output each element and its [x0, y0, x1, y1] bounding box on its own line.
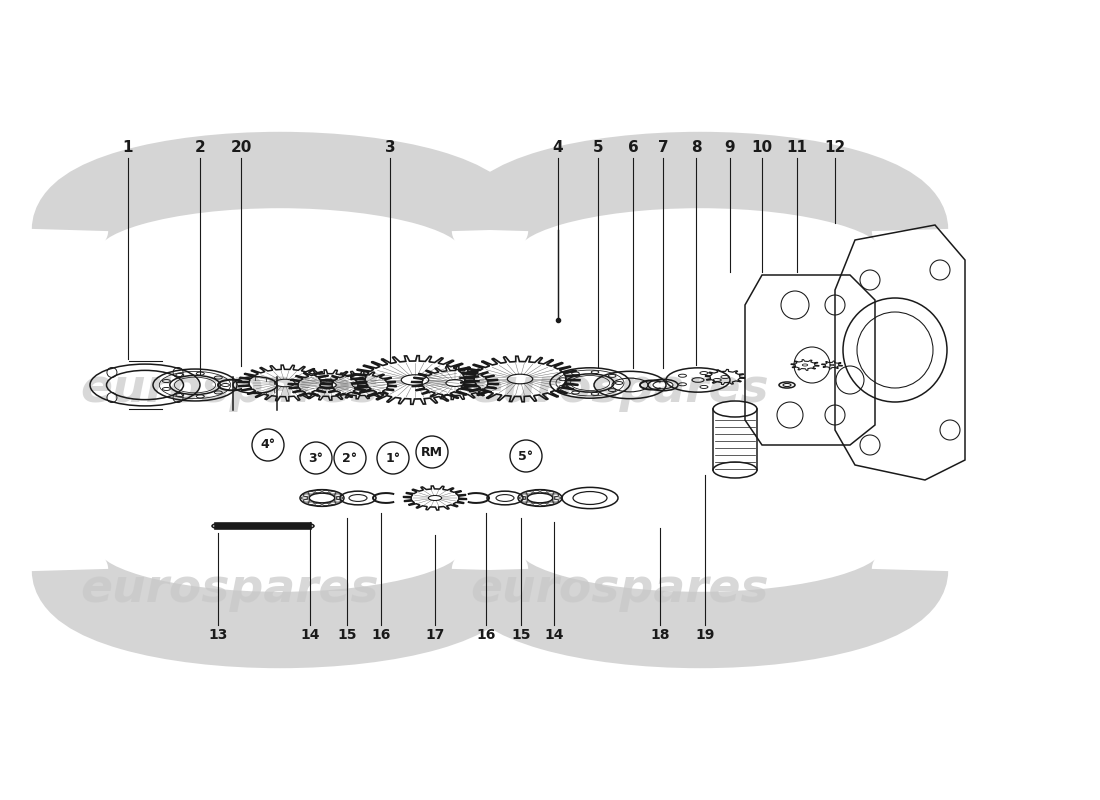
Circle shape	[334, 442, 366, 474]
Text: eurospares: eurospares	[80, 367, 380, 413]
Text: 1°: 1°	[385, 451, 400, 465]
Text: 16: 16	[476, 628, 496, 642]
Text: 2: 2	[195, 140, 206, 155]
Text: 10: 10	[751, 140, 772, 155]
Text: 6: 6	[628, 140, 638, 155]
Text: 12: 12	[824, 140, 846, 155]
Text: 3°: 3°	[308, 451, 323, 465]
Text: 3: 3	[385, 140, 395, 155]
Text: eurospares: eurospares	[471, 367, 769, 413]
Circle shape	[252, 429, 284, 461]
Circle shape	[377, 442, 409, 474]
Text: 15: 15	[512, 628, 530, 642]
Circle shape	[510, 440, 542, 472]
Ellipse shape	[212, 524, 224, 528]
Text: 2°: 2°	[342, 451, 358, 465]
Text: 5°: 5°	[518, 450, 534, 462]
Text: 18: 18	[650, 628, 670, 642]
Text: 17: 17	[426, 628, 444, 642]
Text: eurospares: eurospares	[80, 567, 380, 613]
Text: 14: 14	[544, 628, 563, 642]
Text: 5: 5	[593, 140, 603, 155]
Circle shape	[300, 442, 332, 474]
Text: 11: 11	[786, 140, 807, 155]
Text: 14: 14	[300, 628, 320, 642]
Text: 19: 19	[695, 628, 715, 642]
Ellipse shape	[302, 524, 313, 528]
Text: eurospares: eurospares	[471, 567, 769, 613]
Text: 7: 7	[658, 140, 669, 155]
Text: 1: 1	[123, 140, 133, 155]
Text: 4: 4	[552, 140, 563, 155]
Text: RM: RM	[421, 446, 443, 458]
Text: 8: 8	[691, 140, 702, 155]
Text: 15: 15	[338, 628, 356, 642]
Text: 13: 13	[208, 628, 228, 642]
Text: 9: 9	[725, 140, 735, 155]
Circle shape	[416, 436, 448, 468]
Text: 20: 20	[230, 140, 252, 155]
Text: 4°: 4°	[261, 438, 276, 451]
Text: 16: 16	[372, 628, 390, 642]
